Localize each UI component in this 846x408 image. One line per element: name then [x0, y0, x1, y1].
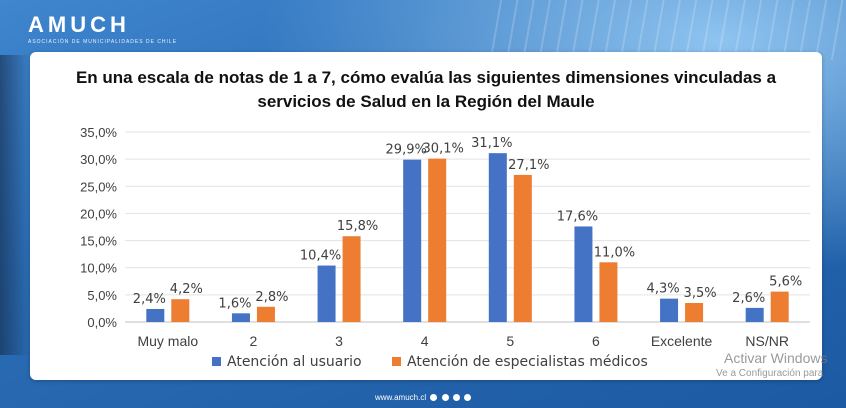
- y-tick-label: 35,0%: [80, 125, 117, 140]
- data-label: 2,8%: [255, 290, 288, 305]
- y-tick-label: 30,0%: [80, 152, 117, 167]
- x-tick-label: NS/NR: [745, 333, 789, 349]
- legend-swatch: [392, 357, 401, 366]
- bar: [745, 307, 764, 322]
- bar: [146, 308, 165, 322]
- instagram-icon: [430, 394, 438, 402]
- twitter-icon: [452, 394, 460, 402]
- data-label: 4,2%: [170, 282, 203, 297]
- watermark-line-2: Ve a Configuración para: [716, 368, 824, 379]
- bar: [317, 265, 336, 322]
- logo-text: AMUCH: [28, 12, 130, 37]
- y-tick-label: 25,0%: [80, 179, 117, 194]
- data-label: 30,1%: [423, 142, 464, 157]
- data-label: 4,3%: [647, 282, 680, 297]
- legend-swatch: [212, 357, 221, 366]
- bar: [513, 174, 532, 322]
- x-tick-label: Excelente: [651, 333, 713, 349]
- data-label: 10,4%: [300, 249, 341, 264]
- facebook-icon: [441, 394, 449, 402]
- chart-title-line-1: En una escala de notas de 1 a 7, cómo ev…: [75, 68, 777, 87]
- x-tick-label: 5: [506, 333, 514, 349]
- bar: [428, 158, 447, 322]
- y-tick-label: 0,0%: [87, 315, 117, 330]
- logo-tagline: ASOCIACIÓN DE MUNICIPALIDADES DE CHILE: [28, 39, 178, 45]
- y-tick-label: 10,0%: [80, 261, 117, 276]
- bar: [599, 262, 618, 322]
- bar: [770, 291, 789, 322]
- background-lines: [486, 0, 846, 60]
- left-overlay: [0, 55, 30, 355]
- legend-label: Atención al usuario: [227, 354, 362, 370]
- bar: [403, 159, 422, 322]
- data-label: 2,6%: [732, 291, 765, 306]
- y-tick-label: 20,0%: [80, 206, 117, 221]
- activation-watermark: Activar Windows Ve a Configuración para: [716, 350, 828, 382]
- bar: [256, 306, 275, 322]
- y-tick-label: 5,0%: [87, 288, 117, 303]
- amuch-logo: AMUCH ASOCIACIÓN DE MUNICIPALIDADES DE C…: [28, 12, 177, 45]
- y-tick-label: 15,0%: [80, 234, 117, 249]
- youtube-icon: [464, 394, 472, 402]
- data-label: 2,4%: [133, 292, 166, 307]
- watermark-line-1: Activar Windows: [724, 350, 828, 366]
- data-label: 15,8%: [337, 219, 378, 234]
- data-label: 11,0%: [594, 245, 635, 260]
- data-label: 5,6%: [769, 275, 802, 290]
- bar: [660, 298, 679, 322]
- x-tick-label: 4: [421, 333, 429, 349]
- bar: [685, 303, 704, 322]
- bar: [231, 313, 250, 322]
- x-tick-label: Muy malo: [137, 333, 198, 349]
- bar: [171, 299, 190, 322]
- data-label: 17,6%: [557, 209, 598, 224]
- data-label: 31,1%: [471, 136, 512, 151]
- bar-chart: 0,0% 5,0% 10,0% 15,0% 20,0% 25,0% 30,0% 35,0% Mu…: [80, 125, 810, 370]
- bar: [488, 153, 507, 322]
- x-tick-label: 2: [250, 333, 258, 349]
- footer: www.amuch.cl: [0, 393, 846, 402]
- data-label: 3,5%: [684, 286, 717, 301]
- footer-site: www.amuch.cl: [374, 393, 427, 402]
- x-tick-label: 6: [592, 333, 600, 349]
- bar: [342, 236, 361, 322]
- x-tick-label: 3: [335, 333, 343, 349]
- chart-title-line-2: servicios de Salud en la Región del Maul…: [257, 92, 595, 111]
- bar: [574, 226, 593, 322]
- chart-card: En una escala de notas de 1 a 7, cómo ev…: [30, 52, 822, 380]
- data-label: 27,1%: [508, 158, 549, 173]
- data-label: 1,6%: [218, 296, 251, 311]
- legend-label: Atención de especialistas médicos: [407, 354, 648, 370]
- data-label: 29,9%: [386, 143, 427, 158]
- chart-title: En una escala de notas de 1 a 7, cómo ev…: [30, 66, 822, 114]
